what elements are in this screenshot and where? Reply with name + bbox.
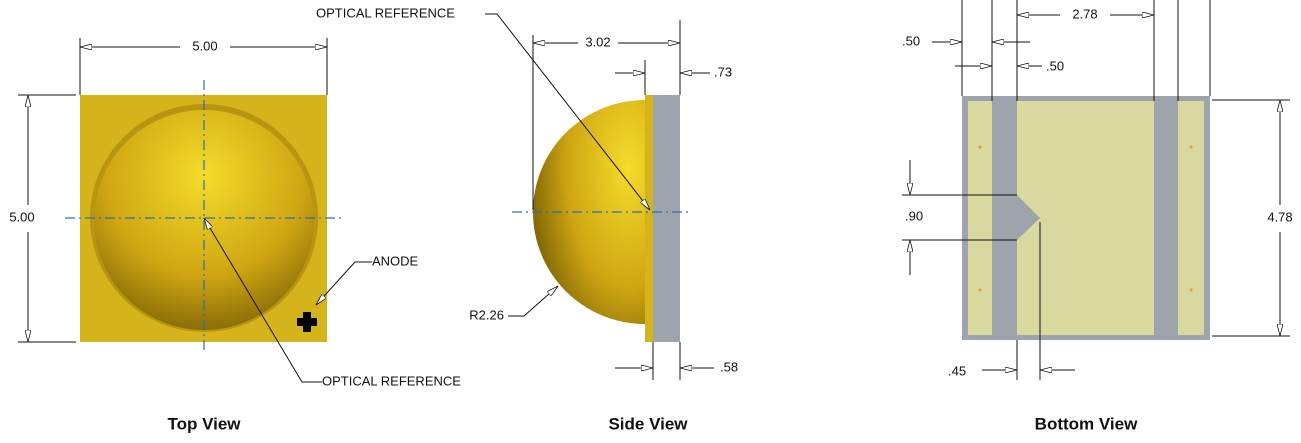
dimension: .58: [720, 359, 738, 374]
dimension: 5.00: [192, 38, 217, 53]
drawing-line: [508, 285, 559, 317]
caption: Top View: [167, 414, 241, 433]
dimension: 3.02: [585, 34, 610, 49]
drawing-shape: [1189, 288, 1193, 292]
caption: Side View: [608, 414, 688, 433]
callout: OPTICAL REFERENCE: [316, 5, 455, 20]
notch: [1017, 195, 1040, 240]
dome: [533, 100, 645, 324]
substrate: [653, 95, 680, 342]
top-view: 5.00 5.00 ANODE OPTICAL REFERENCE Top Vi…: [9, 38, 461, 433]
caption: Bottom View: [1035, 414, 1138, 433]
pad: [968, 101, 992, 335]
drawing-line: [485, 13, 651, 210]
drawing-shape: [978, 288, 982, 292]
bottom-view: .50 2.78 .50 .90 4.78 .45 Bottom View: [902, 0, 1295, 433]
drawing-line: [315, 261, 372, 306]
dimension: .50: [902, 33, 920, 48]
callout: OPTICAL REFERENCE: [322, 373, 461, 388]
callout: ANODE: [372, 253, 419, 268]
package: [645, 95, 653, 342]
dimension: .90: [905, 208, 923, 223]
side-view: 3.02 .73 .58 R2.26 OPTICAL REFERENCE Sid…: [316, 5, 738, 433]
callout: R2.26: [469, 307, 504, 322]
dimension: 4.78: [1267, 209, 1292, 224]
pad: [1178, 101, 1204, 335]
dimension: .45: [948, 363, 966, 378]
drawing-shape: [1189, 145, 1193, 149]
dimension: .50: [1046, 58, 1064, 73]
anode-mark: [297, 312, 317, 332]
dimension: 5.00: [9, 209, 34, 224]
drawing-shape: [978, 145, 982, 149]
drawing-line: [203, 218, 322, 383]
dimension: .73: [714, 64, 732, 79]
dimension: 2.78: [1072, 6, 1097, 21]
